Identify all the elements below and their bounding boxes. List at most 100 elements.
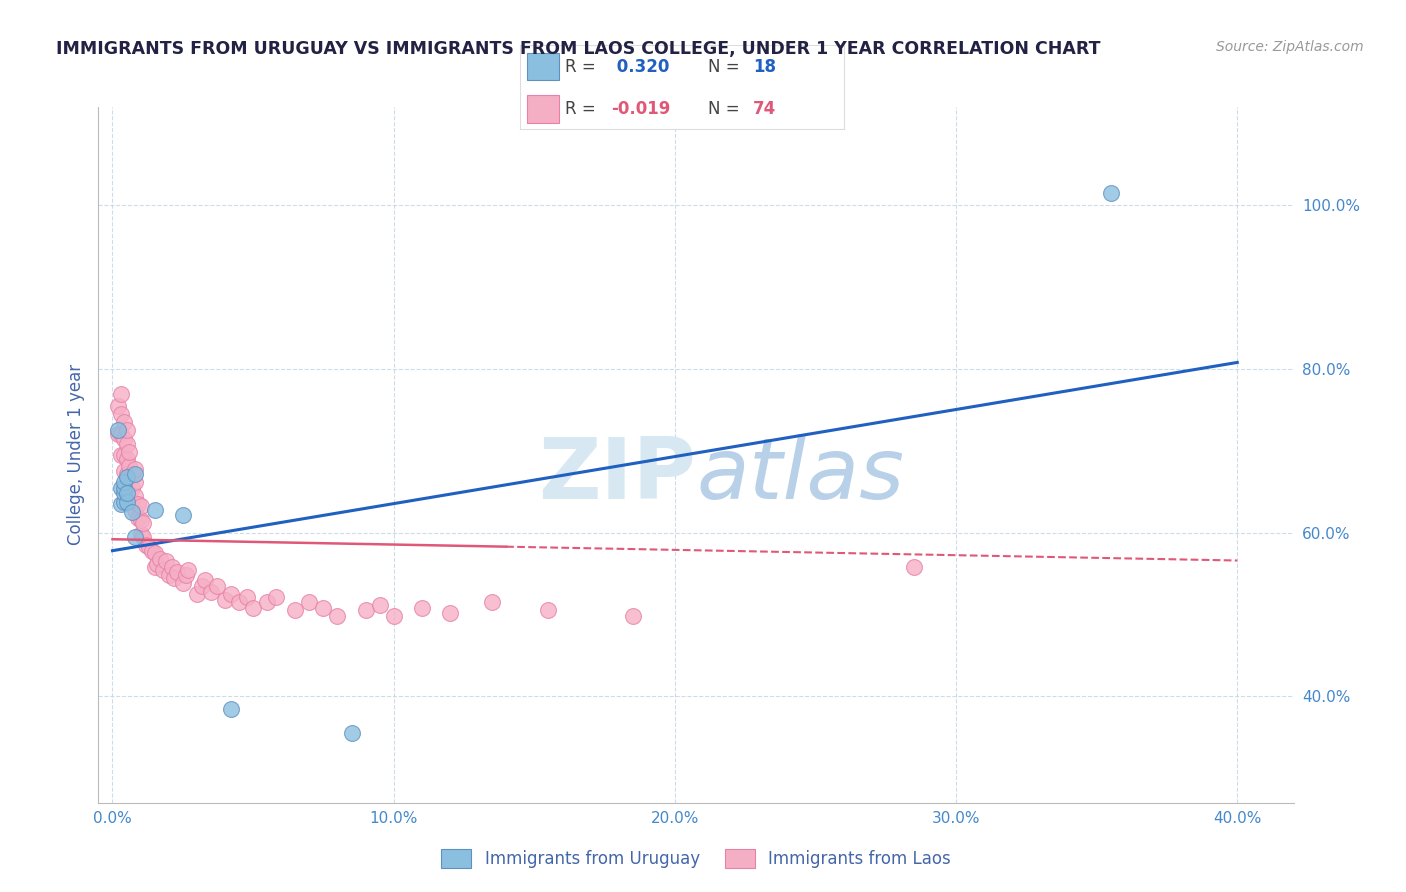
Point bbox=[110, 448, 132, 462]
Point bbox=[174, 568, 197, 582]
Point bbox=[110, 481, 132, 495]
Point bbox=[354, 603, 377, 617]
Point bbox=[118, 445, 141, 459]
Point bbox=[115, 494, 138, 508]
Point bbox=[124, 502, 146, 516]
Point bbox=[115, 467, 138, 481]
Text: -0.019: -0.019 bbox=[610, 100, 671, 118]
Point bbox=[298, 595, 321, 609]
Point bbox=[118, 458, 141, 473]
Point bbox=[264, 590, 287, 604]
Text: 74: 74 bbox=[754, 100, 776, 118]
Point bbox=[368, 598, 391, 612]
Point bbox=[163, 571, 186, 585]
Point bbox=[112, 481, 135, 495]
Point bbox=[127, 497, 149, 511]
Point bbox=[214, 592, 236, 607]
Point bbox=[110, 427, 132, 442]
Point bbox=[157, 568, 180, 582]
Point bbox=[124, 530, 146, 544]
Point bbox=[132, 516, 155, 530]
Point bbox=[256, 595, 278, 609]
Point bbox=[110, 497, 132, 511]
Point bbox=[115, 452, 138, 467]
Point bbox=[312, 601, 335, 615]
Y-axis label: College, Under 1 year: College, Under 1 year bbox=[66, 364, 84, 546]
Point bbox=[121, 494, 143, 508]
Point bbox=[219, 701, 242, 715]
Point bbox=[107, 399, 129, 413]
Point bbox=[326, 609, 349, 624]
Point bbox=[143, 502, 166, 516]
Point bbox=[135, 538, 157, 552]
Legend: Immigrants from Uruguay, Immigrants from Laos: Immigrants from Uruguay, Immigrants from… bbox=[434, 842, 957, 874]
Point bbox=[219, 587, 242, 601]
Point bbox=[129, 527, 152, 541]
Point bbox=[143, 560, 166, 574]
Point bbox=[112, 494, 135, 508]
Point bbox=[115, 486, 138, 500]
Point bbox=[132, 530, 155, 544]
FancyBboxPatch shape bbox=[527, 54, 560, 80]
Point bbox=[118, 473, 141, 487]
Point bbox=[110, 407, 132, 421]
Point bbox=[186, 587, 208, 601]
Point bbox=[129, 513, 152, 527]
Point bbox=[236, 590, 259, 604]
Point bbox=[112, 432, 135, 446]
Point bbox=[146, 557, 169, 571]
Point bbox=[205, 579, 228, 593]
Point bbox=[172, 576, 194, 591]
Point bbox=[242, 601, 264, 615]
Point bbox=[166, 565, 188, 579]
Point bbox=[129, 500, 152, 514]
Text: ZIP: ZIP bbox=[538, 434, 696, 517]
Point bbox=[411, 601, 433, 615]
Point bbox=[382, 609, 405, 624]
Point bbox=[155, 554, 177, 568]
Text: 18: 18 bbox=[754, 58, 776, 76]
Point bbox=[121, 505, 143, 519]
Point bbox=[141, 543, 163, 558]
Point bbox=[112, 464, 135, 478]
Point bbox=[481, 595, 503, 609]
Point bbox=[152, 562, 174, 576]
Point bbox=[107, 427, 129, 442]
Point bbox=[121, 481, 143, 495]
Point bbox=[621, 609, 644, 624]
Point bbox=[537, 603, 560, 617]
Point bbox=[118, 486, 141, 500]
Point bbox=[177, 562, 200, 576]
Point bbox=[228, 595, 250, 609]
Point bbox=[439, 606, 461, 620]
Point bbox=[903, 560, 925, 574]
Point bbox=[1099, 186, 1122, 200]
Point bbox=[107, 423, 129, 437]
FancyBboxPatch shape bbox=[527, 95, 560, 122]
Text: IMMIGRANTS FROM URUGUAY VS IMMIGRANTS FROM LAOS COLLEGE, UNDER 1 YEAR CORRELATIO: IMMIGRANTS FROM URUGUAY VS IMMIGRANTS FR… bbox=[56, 40, 1101, 58]
Point bbox=[143, 546, 166, 560]
Point bbox=[124, 462, 146, 476]
Point bbox=[127, 511, 149, 525]
Text: R =: R = bbox=[565, 58, 602, 76]
Point bbox=[149, 552, 172, 566]
Point bbox=[124, 467, 146, 481]
Point bbox=[340, 726, 363, 740]
Point bbox=[191, 579, 214, 593]
Point bbox=[160, 560, 183, 574]
Point bbox=[124, 475, 146, 489]
Point bbox=[112, 475, 135, 489]
Point bbox=[124, 489, 146, 503]
Point bbox=[121, 467, 143, 481]
Point bbox=[115, 481, 138, 495]
Point bbox=[194, 573, 217, 587]
Text: N =: N = bbox=[707, 100, 745, 118]
Point bbox=[200, 584, 222, 599]
Point bbox=[115, 423, 138, 437]
Point bbox=[115, 470, 138, 484]
Point bbox=[172, 508, 194, 522]
Point bbox=[110, 386, 132, 401]
Point bbox=[284, 603, 307, 617]
Text: R =: R = bbox=[565, 100, 602, 118]
Point bbox=[138, 541, 160, 555]
